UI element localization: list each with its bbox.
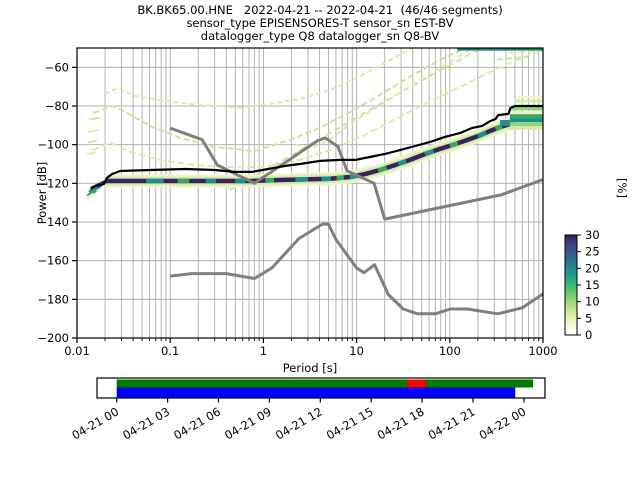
x-tick-label: 0.1 [161,344,179,358]
histogram-patch [423,148,435,157]
histogram-left-tail [85,192,95,201]
y-tick-label: −120 [37,176,69,190]
histogram-right-rows [509,126,543,130]
histogram-right-rows [509,114,543,119]
histogram-right-rows [517,95,543,99]
low-probability-trace [229,48,487,191]
y-tick-label: −180 [37,292,69,306]
low-probability-trace [88,116,101,121]
timeline-tick-label: 04-21 00 [69,404,121,442]
timeline-tick-label: 04-22 00 [477,404,529,442]
axes-frame [76,47,544,339]
low-probability-trace [295,48,475,149]
colorbar-tick-label: 10 [585,295,600,309]
histogram-patch [397,159,407,167]
timeline-coverage-blue [116,387,516,398]
nlnm-noise-model [170,222,543,316]
low-probability-trace [87,139,98,144]
colorbar-tick-label: 20 [585,261,600,275]
low-probability-trace [86,151,96,156]
x-tick-label: 1000 [528,344,557,358]
timeline-tick-label: 04-21 12 [273,404,325,442]
y-tick-label: −100 [37,138,69,152]
colorbar-tick-label: 15 [585,278,600,292]
histogram-right-rows [509,111,543,115]
colorbar-tick-label: 5 [585,311,592,325]
x-tick-label: 1 [260,344,267,358]
figure-title-line2: sensor_type EPISENSORES-T sensor_sn EST-… [186,16,454,30]
x-tick-label: 0.01 [64,344,90,358]
colorbar-tick-label: 30 [585,228,600,242]
y-tick-label: −60 [45,60,69,74]
data-coverage-timeline: 04-21 00 04-21 03 04-21 06 04-21 09 04-21 12… [69,377,546,442]
timeline-tick-label: 04-21 09 [222,404,274,442]
low-probability-trace [509,49,543,54]
timeline-coverage-green [116,379,534,388]
mode-line [90,104,543,190]
figure-title-line3: datalogger_type Q8 datalogger_sn Q8-BV [200,29,440,43]
histogram-right-rows [514,99,543,103]
low-probability-trace [104,48,414,109]
x-tick-label: 10 [349,344,364,358]
histogram-patch [449,141,459,148]
y-tick-label: −140 [37,215,69,229]
histogram-patch [377,165,388,173]
timeline-tick-label: 04-21 21 [426,404,478,442]
nhnm-noise-model [169,126,543,221]
timeline-tick-label: 04-21 18 [375,404,427,442]
figure-title-line1: BK.BK65.00.HNE 2022-04-21 -- 2022-04-21 … [137,3,503,17]
timeline-gap-red [406,379,426,388]
timeline-tick-label: 04-21 15 [324,404,376,442]
y-tick-label: −80 [45,99,69,113]
y-tick-label: −160 [37,254,69,268]
low-probability-trace [496,55,529,61]
grid-lines [76,48,544,338]
y-tick-label: −200 [37,331,69,345]
histogram-left-tail [86,188,98,198]
x-axis-label: Period [s] [282,361,338,375]
low-probability-trace [91,48,543,169]
timeline-tick-label: 04-21 06 [171,404,223,442]
histogram-and-curves [85,48,543,316]
colorbar: 0 5 10 15 20 25 30 [564,228,600,342]
histogram-patch [336,175,345,181]
histogram-right-rows [500,120,510,127]
low-probability-trace [88,129,99,134]
low-probability-trace [93,48,466,152]
top-edge-clip-bar [457,48,543,51]
axis-ticks-and-labels: 0.01 0.1 1 10 100 1000 −60 −80 −100 −120 −140 −160 −… [37,60,557,358]
colorbar-tick-label: 25 [585,245,600,259]
histogram-patch [476,130,487,139]
x-tick-label: 100 [439,344,461,358]
colorbar-tick-label: 0 [585,328,592,342]
histogram-patch [494,124,503,131]
histogram-right-rows [509,122,543,127]
histogram-right-rows [509,106,543,111]
colorbar-gradient [565,235,577,335]
histogram-right-rows [509,118,543,123]
timeline-tick-label: 04-21 03 [120,404,172,442]
